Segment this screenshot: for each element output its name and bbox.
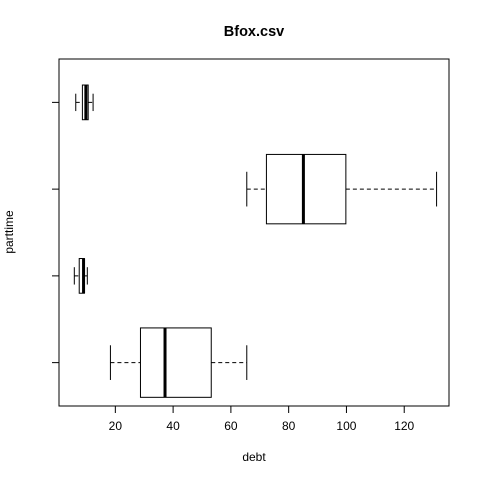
- x-axis-label: debt: [242, 450, 266, 464]
- boxes-group: [73, 84, 438, 398]
- box-iqr: [265, 153, 347, 225]
- box-3: [246, 153, 438, 225]
- x-tick-label: 60: [224, 419, 238, 433]
- box-1: [109, 327, 248, 398]
- x-tick-label: 100: [336, 419, 356, 433]
- x-tick-label: 40: [166, 419, 180, 433]
- y-axis-label: parttime: [2, 210, 16, 254]
- x-axis: 20 40 60 80 100 120: [109, 405, 415, 433]
- x-tick-label: 120: [394, 419, 414, 433]
- chart-title: Bfox.csv: [224, 24, 284, 40]
- box-4: [75, 84, 94, 121]
- box-2: [73, 258, 88, 294]
- y-axis: [52, 101, 59, 364]
- x-tick-label: 80: [282, 419, 296, 433]
- box-iqr: [139, 327, 212, 398]
- plot-frame: [58, 58, 450, 407]
- x-tick-label: 20: [109, 419, 123, 433]
